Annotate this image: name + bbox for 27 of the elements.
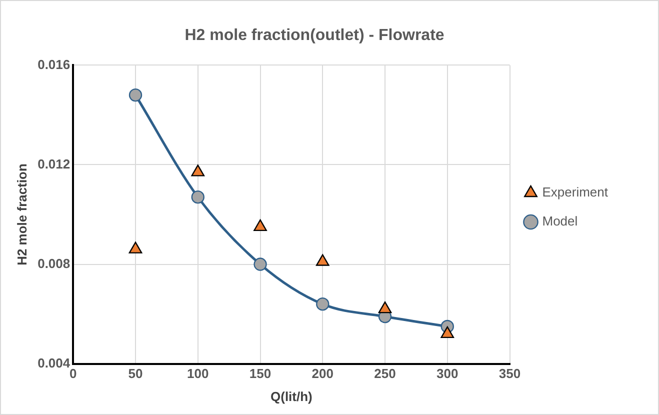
point [440,326,454,338]
x-tick-label: 150 [249,366,272,382]
chart-title: H2 mole fraction(outlet) - Flowrate [184,27,444,44]
point [191,164,205,176]
y-tick-label: 0.004 [38,355,71,370]
y-axis-title: H2 mole fraction [14,164,30,266]
x-tick-label: 350 [498,366,521,382]
y-tick-label: 0.008 [38,256,70,271]
point [316,297,330,311]
point [378,301,392,314]
x-tick-label: 100 [187,366,209,382]
x-tick-label: 0 [70,366,77,382]
point [316,254,330,266]
x-tick-label: 250 [374,366,396,382]
x-tick-label: 50 [128,366,143,382]
y-tick-label: 0.016 [38,56,70,72]
point [128,242,142,254]
x-axis-title: Q(lit/h) [270,388,312,404]
x-tick-label: 300 [436,366,458,382]
x-tick-label: 200 [312,366,334,382]
y-tick-label: 0.012 [38,156,70,172]
point [254,258,267,271]
point [128,88,142,102]
point [191,190,204,204]
legend-label: Model [542,214,578,229]
legend-label: Experiment [542,184,608,200]
point [254,219,267,232]
